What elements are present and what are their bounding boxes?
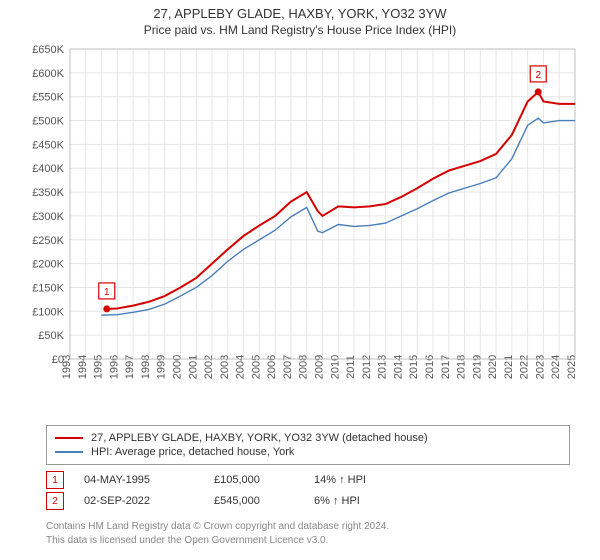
legend-row: 27, APPLEBY GLADE, HAXBY, YORK, YO32 3YW… [55,432,561,444]
legend-label: HPI: Average price, detached house, York [91,446,294,458]
chart-container: 27, APPLEBY GLADE, HAXBY, YORK, YO32 3YW… [0,0,600,560]
svg-text:1999: 1999 [156,355,168,379]
footnote: Contains HM Land Registry data © Crown c… [46,520,570,547]
svg-text:£200K: £200K [32,259,64,271]
svg-text:£250K: £250K [32,235,64,247]
svg-text:2003: 2003 [219,355,231,379]
svg-text:2014: 2014 [392,355,404,379]
svg-text:£450K: £450K [32,139,64,151]
svg-text:2010: 2010 [329,355,341,379]
svg-text:2007: 2007 [282,355,294,379]
marker-price: £545,000 [214,495,314,507]
marker-number: 2 [535,70,541,81]
svg-text:1997: 1997 [124,355,136,379]
svg-text:2005: 2005 [250,355,262,379]
svg-text:£400K: £400K [32,163,64,175]
svg-text:£50K: £50K [38,330,64,342]
svg-text:2004: 2004 [235,355,247,379]
title-block: 27, APPLEBY GLADE, HAXBY, YORK, YO32 3YW… [0,0,600,39]
svg-text:1993: 1993 [61,355,73,379]
svg-text:2001: 2001 [187,355,199,379]
svg-text:2019: 2019 [471,355,483,379]
svg-text:2025: 2025 [566,355,578,379]
marker-table-row: 2 02-SEP-2022£545,0006% ↑ HPI [46,492,570,510]
svg-text:2015: 2015 [408,355,420,379]
marker-number: 1 [104,287,110,298]
svg-text:2020: 2020 [487,355,499,379]
marker-dot [535,88,542,95]
marker-date: 04-MAY-1995 [84,474,214,486]
svg-text:2022: 2022 [519,355,531,379]
svg-text:£600K: £600K [32,68,64,80]
chart-title: 27, APPLEBY GLADE, HAXBY, YORK, YO32 3YW [0,6,600,21]
svg-text:2023: 2023 [534,355,546,379]
marker-pct: 14% ↑ HPI [314,474,434,486]
svg-text:£100K: £100K [32,306,64,318]
svg-text:£550K: £550K [32,92,64,104]
footnote-line: Contains HM Land Registry data © Crown c… [46,520,570,534]
chart-area: £0£50K£100K£150K£200K£250K£300K£350K£400… [20,39,580,419]
svg-text:1996: 1996 [108,355,120,379]
legend-box: 27, APPLEBY GLADE, HAXBY, YORK, YO32 3YW… [46,425,570,465]
legend-row: HPI: Average price, detached house, York [55,446,561,458]
svg-text:2012: 2012 [361,355,373,379]
svg-text:1994: 1994 [77,355,89,379]
svg-text:1995: 1995 [93,355,105,379]
svg-text:2006: 2006 [266,355,278,379]
marker-dot [103,305,110,312]
svg-text:2013: 2013 [377,355,389,379]
marker-date: 02-SEP-2022 [84,495,214,507]
svg-text:2000: 2000 [171,355,183,379]
svg-text:£500K: £500K [32,116,64,128]
marker-badge: 1 [46,471,64,489]
svg-text:£350K: £350K [32,187,64,199]
svg-text:2016: 2016 [424,355,436,379]
marker-price: £105,000 [214,474,314,486]
svg-text:2018: 2018 [456,355,468,379]
marker-badge: 2 [46,492,64,510]
svg-text:£650K: £650K [32,44,64,56]
legend-label: 27, APPLEBY GLADE, HAXBY, YORK, YO32 3YW… [91,432,428,444]
svg-text:£150K: £150K [32,282,64,294]
svg-text:2002: 2002 [203,355,215,379]
marker-table: 1 04-MAY-1995£105,00014% ↑ HPI 2 02-SEP-202… [46,471,570,510]
line-chart-svg: £0£50K£100K£150K£200K£250K£300K£350K£400… [20,39,580,419]
legend-swatch [55,437,83,439]
chart-subtitle: Price paid vs. HM Land Registry's House … [0,23,600,37]
marker-pct: 6% ↑ HPI [314,495,434,507]
svg-text:1998: 1998 [140,355,152,379]
svg-text:2008: 2008 [298,355,310,379]
marker-table-row: 1 04-MAY-1995£105,00014% ↑ HPI [46,471,570,489]
svg-text:£300K: £300K [32,211,64,223]
svg-text:2021: 2021 [503,355,515,379]
svg-text:2009: 2009 [314,355,326,379]
svg-text:2017: 2017 [440,355,452,379]
series-price_paid [107,92,575,309]
legend-swatch [55,451,83,453]
footnote-line: This data is licensed under the Open Gov… [46,534,570,548]
svg-text:2024: 2024 [550,355,562,379]
